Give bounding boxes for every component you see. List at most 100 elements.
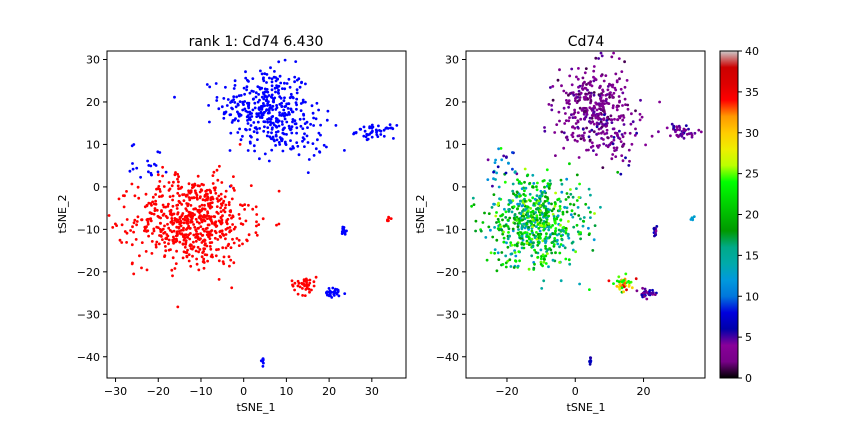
scatter-point — [581, 108, 584, 112]
scatter-point — [602, 142, 606, 146]
scatter-point — [216, 178, 220, 182]
scatter-point — [177, 220, 181, 224]
scatter-point — [681, 132, 685, 136]
scatter-point — [386, 219, 389, 223]
scatter-point — [549, 233, 552, 237]
scatter-point — [363, 129, 367, 133]
scatter-point — [205, 83, 209, 86]
scatter-point — [187, 210, 191, 214]
scatter-point — [155, 240, 159, 244]
scatter-point — [592, 69, 596, 73]
scatter-point — [522, 222, 526, 226]
scatter-point — [535, 225, 538, 229]
scatter-point — [616, 118, 619, 121]
scatter-point — [581, 88, 585, 91]
scatter-point — [626, 107, 630, 111]
scatter-point — [238, 127, 242, 131]
y-tick-label: −40 — [77, 351, 100, 364]
scatter-point — [588, 138, 592, 142]
scatter-point — [575, 199, 579, 202]
scatter-point — [130, 243, 134, 247]
x-tick-label: −20 — [147, 385, 170, 398]
scatter-point — [241, 223, 245, 226]
scatter-point — [539, 236, 542, 240]
scatter-point — [231, 237, 234, 241]
scatter-point — [623, 85, 627, 89]
scatter-point — [238, 114, 241, 118]
scatter-point — [164, 249, 168, 253]
scatter-point — [284, 104, 288, 108]
scatter-point — [523, 197, 526, 201]
scatter-point — [276, 77, 279, 81]
scatter-point — [244, 219, 248, 223]
scatter-point — [202, 257, 206, 261]
scatter-point — [548, 235, 552, 239]
scatter-point — [618, 99, 621, 103]
scatter-point — [507, 210, 511, 213]
scatter-point — [214, 225, 218, 228]
scatter-point — [125, 218, 129, 221]
scatter-point — [495, 269, 499, 273]
scatter-point — [318, 150, 321, 154]
scatter-point — [211, 174, 215, 178]
scatter-point — [198, 184, 201, 188]
scatter-point — [578, 106, 582, 110]
scatter-point — [567, 258, 571, 262]
scatter-point — [559, 223, 562, 227]
scatter-point — [395, 124, 399, 127]
scatter-point — [242, 86, 246, 90]
scatter-point — [551, 258, 555, 262]
scatter-point — [540, 287, 544, 290]
scatter-point — [205, 226, 209, 230]
scatter-point — [591, 249, 595, 252]
scatter-point — [606, 85, 610, 88]
scatter-point — [181, 256, 185, 260]
scatter-point — [578, 282, 581, 286]
scatter-point — [582, 220, 586, 223]
scatter-point — [508, 216, 512, 220]
scatter-point — [522, 243, 526, 246]
scatter-point — [550, 104, 553, 107]
scatter-point — [171, 194, 175, 198]
scatter-point — [246, 119, 249, 122]
x-tick-label: 0 — [572, 385, 579, 398]
scatter-point — [604, 122, 608, 126]
scatter-point — [175, 249, 179, 253]
scatter-point — [544, 244, 547, 248]
scatter-point — [281, 149, 285, 153]
scatter-point — [237, 213, 241, 216]
scatter-point — [571, 248, 575, 252]
scatter-point — [156, 173, 160, 177]
scatter-point — [289, 95, 293, 99]
colorbar-tick-label: 5 — [745, 331, 752, 344]
x-tick-label: −30 — [104, 385, 127, 398]
scatter-point — [227, 255, 231, 259]
scatter-point — [283, 111, 287, 115]
scatter-point — [213, 236, 217, 240]
scatter-point — [611, 153, 615, 156]
scatter-point — [620, 70, 624, 73]
scatter-point — [263, 152, 267, 156]
scatter-point — [576, 111, 580, 114]
scatter-point — [585, 113, 589, 116]
scatter-point — [565, 192, 569, 195]
scatter-point — [219, 197, 223, 201]
scatter-point — [125, 241, 128, 244]
scatter-point — [210, 233, 214, 237]
scatter-point — [291, 145, 295, 148]
scatter-point — [537, 227, 541, 230]
scatter-point — [208, 85, 212, 89]
scatter-point — [229, 246, 233, 250]
scatter-point — [310, 104, 314, 108]
scatter-point — [576, 99, 580, 103]
scatter-point — [266, 104, 269, 107]
scatter-point — [578, 96, 582, 99]
scatter-point — [513, 251, 517, 254]
scatter-point — [623, 60, 626, 64]
x-tick-label: 30 — [365, 385, 379, 398]
scatter-point — [593, 212, 596, 215]
scatter-point — [175, 225, 179, 229]
scatter-point — [509, 241, 513, 245]
scatter-point — [563, 246, 567, 250]
scatter-point — [270, 80, 274, 84]
